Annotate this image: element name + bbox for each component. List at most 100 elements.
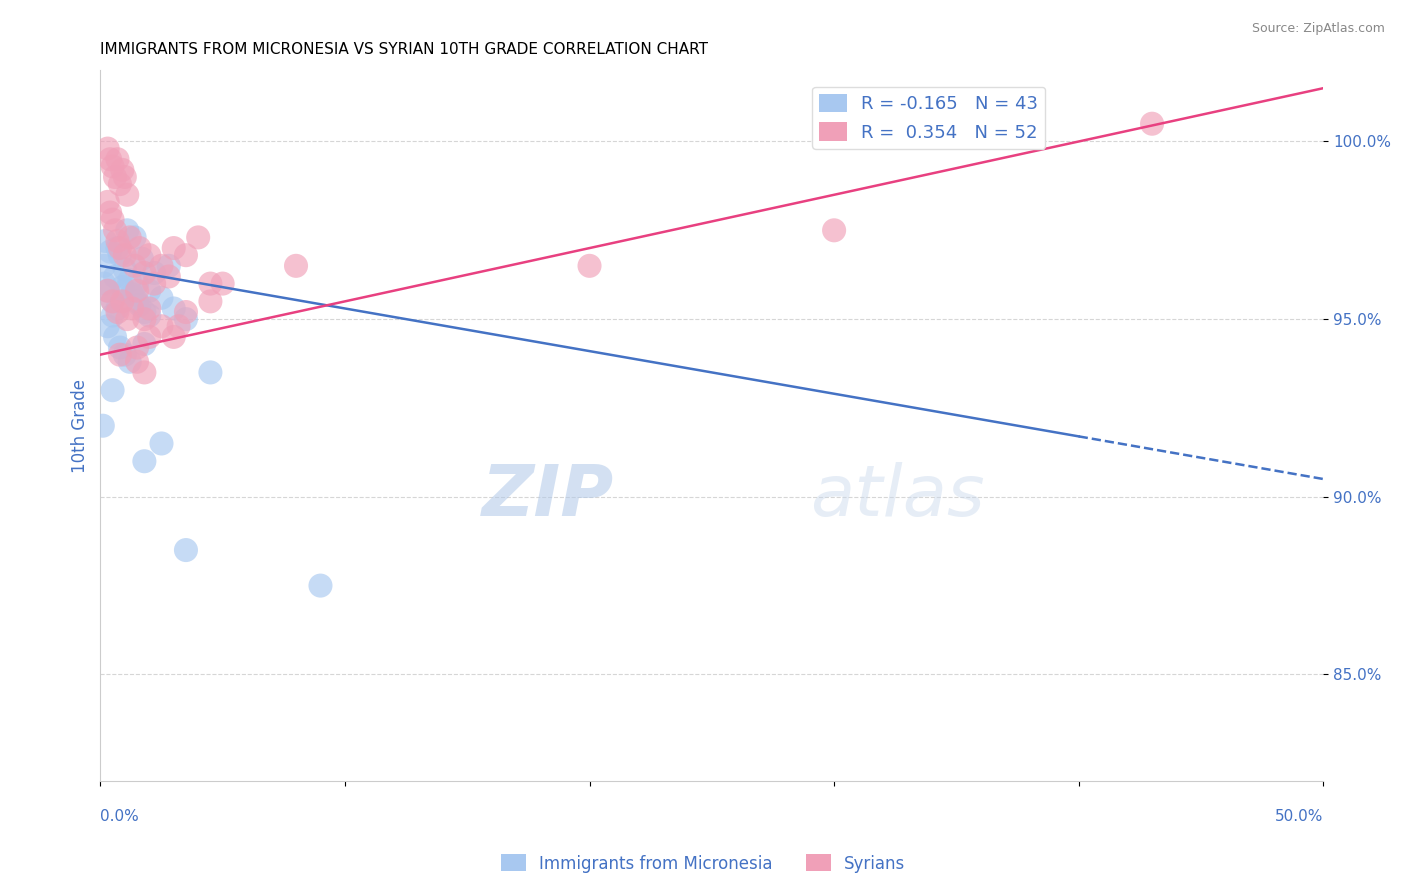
Point — [150, 291, 173, 305]
Point — [138, 248, 160, 262]
Point — [125, 277, 148, 291]
Point — [101, 294, 124, 309]
Point — [114, 284, 136, 298]
Point — [111, 280, 134, 294]
Point — [309, 578, 332, 592]
Point — [134, 337, 156, 351]
Point — [174, 543, 197, 558]
Point — [124, 259, 146, 273]
Point — [163, 241, 186, 255]
Point — [104, 223, 127, 237]
Point — [108, 341, 131, 355]
Point — [117, 223, 139, 237]
Point — [200, 366, 222, 380]
Text: atlas: atlas — [810, 462, 984, 532]
Point — [114, 248, 136, 262]
Point — [157, 269, 180, 284]
Point — [108, 241, 131, 255]
Point — [98, 153, 121, 167]
Point — [121, 301, 143, 316]
Point — [131, 252, 153, 266]
Point — [93, 259, 115, 273]
Point — [97, 142, 120, 156]
Point — [114, 262, 136, 277]
Point — [124, 230, 146, 244]
Point — [98, 205, 121, 219]
Point — [1140, 117, 1163, 131]
Point — [121, 287, 143, 301]
Point — [104, 330, 127, 344]
Point — [118, 273, 141, 287]
Point — [107, 305, 129, 319]
Point — [187, 230, 209, 244]
Legend: Immigrants from Micronesia, Syrians: Immigrants from Micronesia, Syrians — [494, 847, 912, 880]
Point — [118, 230, 141, 244]
Point — [118, 355, 141, 369]
Point — [200, 277, 222, 291]
Point — [111, 162, 134, 177]
Point — [125, 341, 148, 355]
Point — [101, 159, 124, 173]
Point — [125, 294, 148, 309]
Point — [97, 194, 120, 209]
Text: ZIP: ZIP — [482, 462, 614, 532]
Point — [94, 234, 117, 248]
Point — [128, 298, 150, 312]
Point — [150, 319, 173, 334]
Point — [211, 277, 233, 291]
Legend: R = -0.165   N = 43, R =  0.354   N = 52: R = -0.165 N = 43, R = 0.354 N = 52 — [813, 87, 1045, 149]
Point — [157, 259, 180, 273]
Point — [167, 319, 190, 334]
Point — [104, 269, 127, 284]
Point — [117, 312, 139, 326]
Point — [174, 305, 197, 319]
Point — [125, 284, 148, 298]
Point — [823, 223, 845, 237]
Point — [108, 248, 131, 262]
Point — [111, 294, 134, 309]
Point — [125, 355, 148, 369]
Point — [163, 301, 186, 316]
Point — [143, 266, 166, 280]
Text: Source: ZipAtlas.com: Source: ZipAtlas.com — [1251, 22, 1385, 36]
Point — [578, 259, 600, 273]
Point — [174, 248, 197, 262]
Point — [101, 383, 124, 397]
Point — [97, 319, 120, 334]
Point — [285, 259, 308, 273]
Point — [134, 312, 156, 326]
Point — [134, 266, 156, 280]
Point — [138, 301, 160, 316]
Point — [138, 330, 160, 344]
Point — [138, 284, 160, 298]
Point — [150, 436, 173, 450]
Point — [104, 169, 127, 184]
Text: 0.0%: 0.0% — [100, 809, 139, 824]
Point — [101, 309, 124, 323]
Point — [108, 177, 131, 191]
Point — [117, 187, 139, 202]
Y-axis label: 10th Grade: 10th Grade — [72, 379, 89, 473]
Point — [108, 348, 131, 362]
Point — [107, 301, 129, 316]
Point — [97, 284, 120, 298]
Point — [134, 454, 156, 468]
Point — [114, 348, 136, 362]
Text: IMMIGRANTS FROM MICRONESIA VS SYRIAN 10TH GRADE CORRELATION CHART: IMMIGRANTS FROM MICRONESIA VS SYRIAN 10T… — [100, 42, 709, 57]
Point — [114, 169, 136, 184]
Point — [128, 241, 150, 255]
Point — [174, 312, 197, 326]
Point — [101, 212, 124, 227]
Point — [107, 234, 129, 248]
Point — [93, 277, 115, 291]
Point — [107, 153, 129, 167]
Point — [200, 294, 222, 309]
Point — [97, 284, 120, 298]
Point — [101, 294, 124, 309]
Point — [138, 309, 160, 323]
Point — [98, 244, 121, 259]
Point — [134, 305, 156, 319]
Point — [107, 241, 129, 255]
Point — [143, 277, 166, 291]
Text: 50.0%: 50.0% — [1275, 809, 1323, 824]
